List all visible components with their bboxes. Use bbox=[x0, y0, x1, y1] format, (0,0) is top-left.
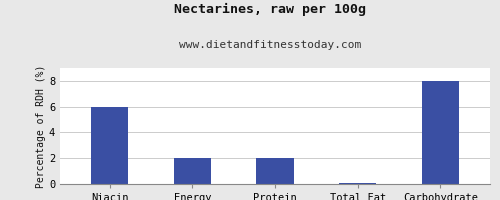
Bar bbox=[256, 158, 294, 184]
Y-axis label: Percentage of RDH (%): Percentage of RDH (%) bbox=[36, 64, 46, 188]
Text: www.dietandfitnesstoday.com: www.dietandfitnesstoday.com bbox=[179, 40, 361, 50]
Bar bbox=[339, 183, 376, 184]
Bar bbox=[422, 81, 459, 184]
Bar bbox=[91, 107, 128, 184]
Text: Nectarines, raw per 100g: Nectarines, raw per 100g bbox=[174, 3, 366, 16]
Bar bbox=[174, 158, 211, 184]
